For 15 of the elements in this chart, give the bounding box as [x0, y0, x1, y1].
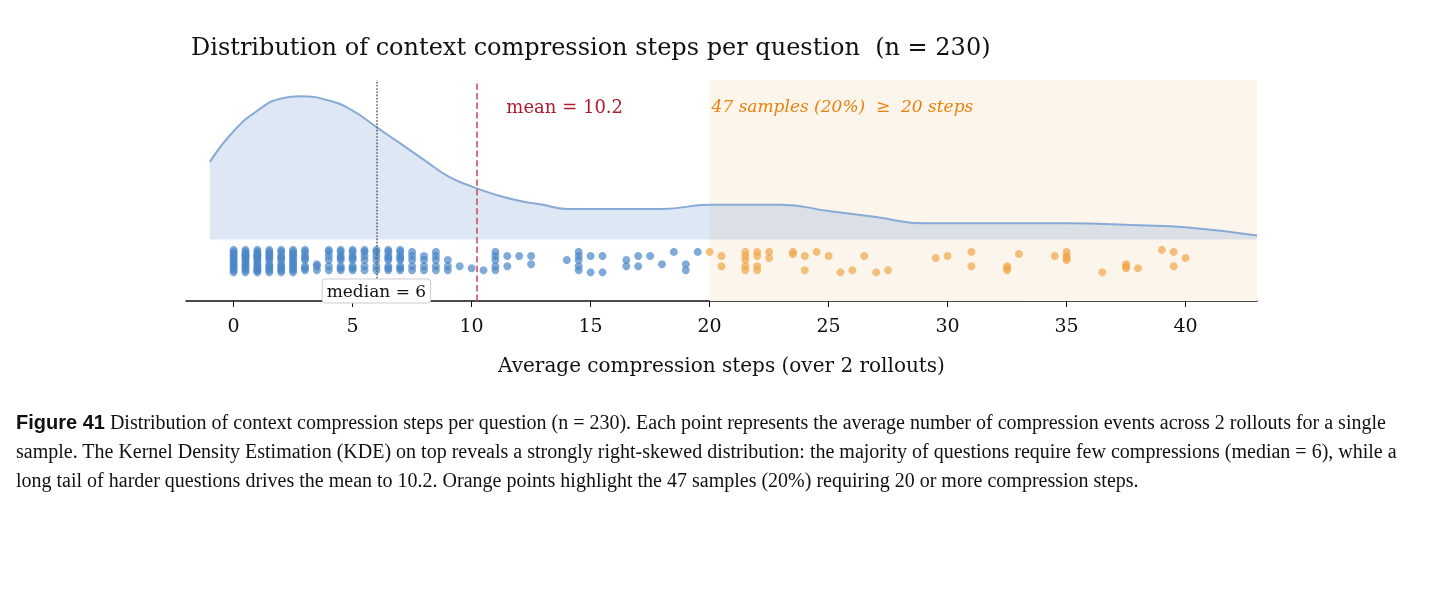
x-tick-label: 25 [816, 313, 841, 336]
x-tick-label: 40 [1173, 313, 1198, 336]
x-tick-label: 20 [697, 313, 722, 336]
x-axis-title: Average compression steps (over 2 rollouts) [497, 353, 945, 377]
band-label: 47 samples (20%) ≥ 20 steps [710, 96, 974, 116]
x-tick-label: 5 [346, 313, 359, 336]
ref-line-label: mean = 10.2 [506, 95, 624, 117]
x-tick-label: 0 [227, 313, 240, 336]
x-tick-label: 35 [1054, 313, 1079, 336]
x-tick-label: 10 [459, 313, 484, 336]
caption: Figure 41 [16, 411, 105, 433]
ref-line-label: median = 6 [326, 281, 427, 301]
x-tick-label: 30 [935, 313, 960, 336]
chart-title: Distribution of context compression steps per question (n = 230) [191, 33, 991, 61]
x-tick-label: 15 [578, 313, 603, 336]
